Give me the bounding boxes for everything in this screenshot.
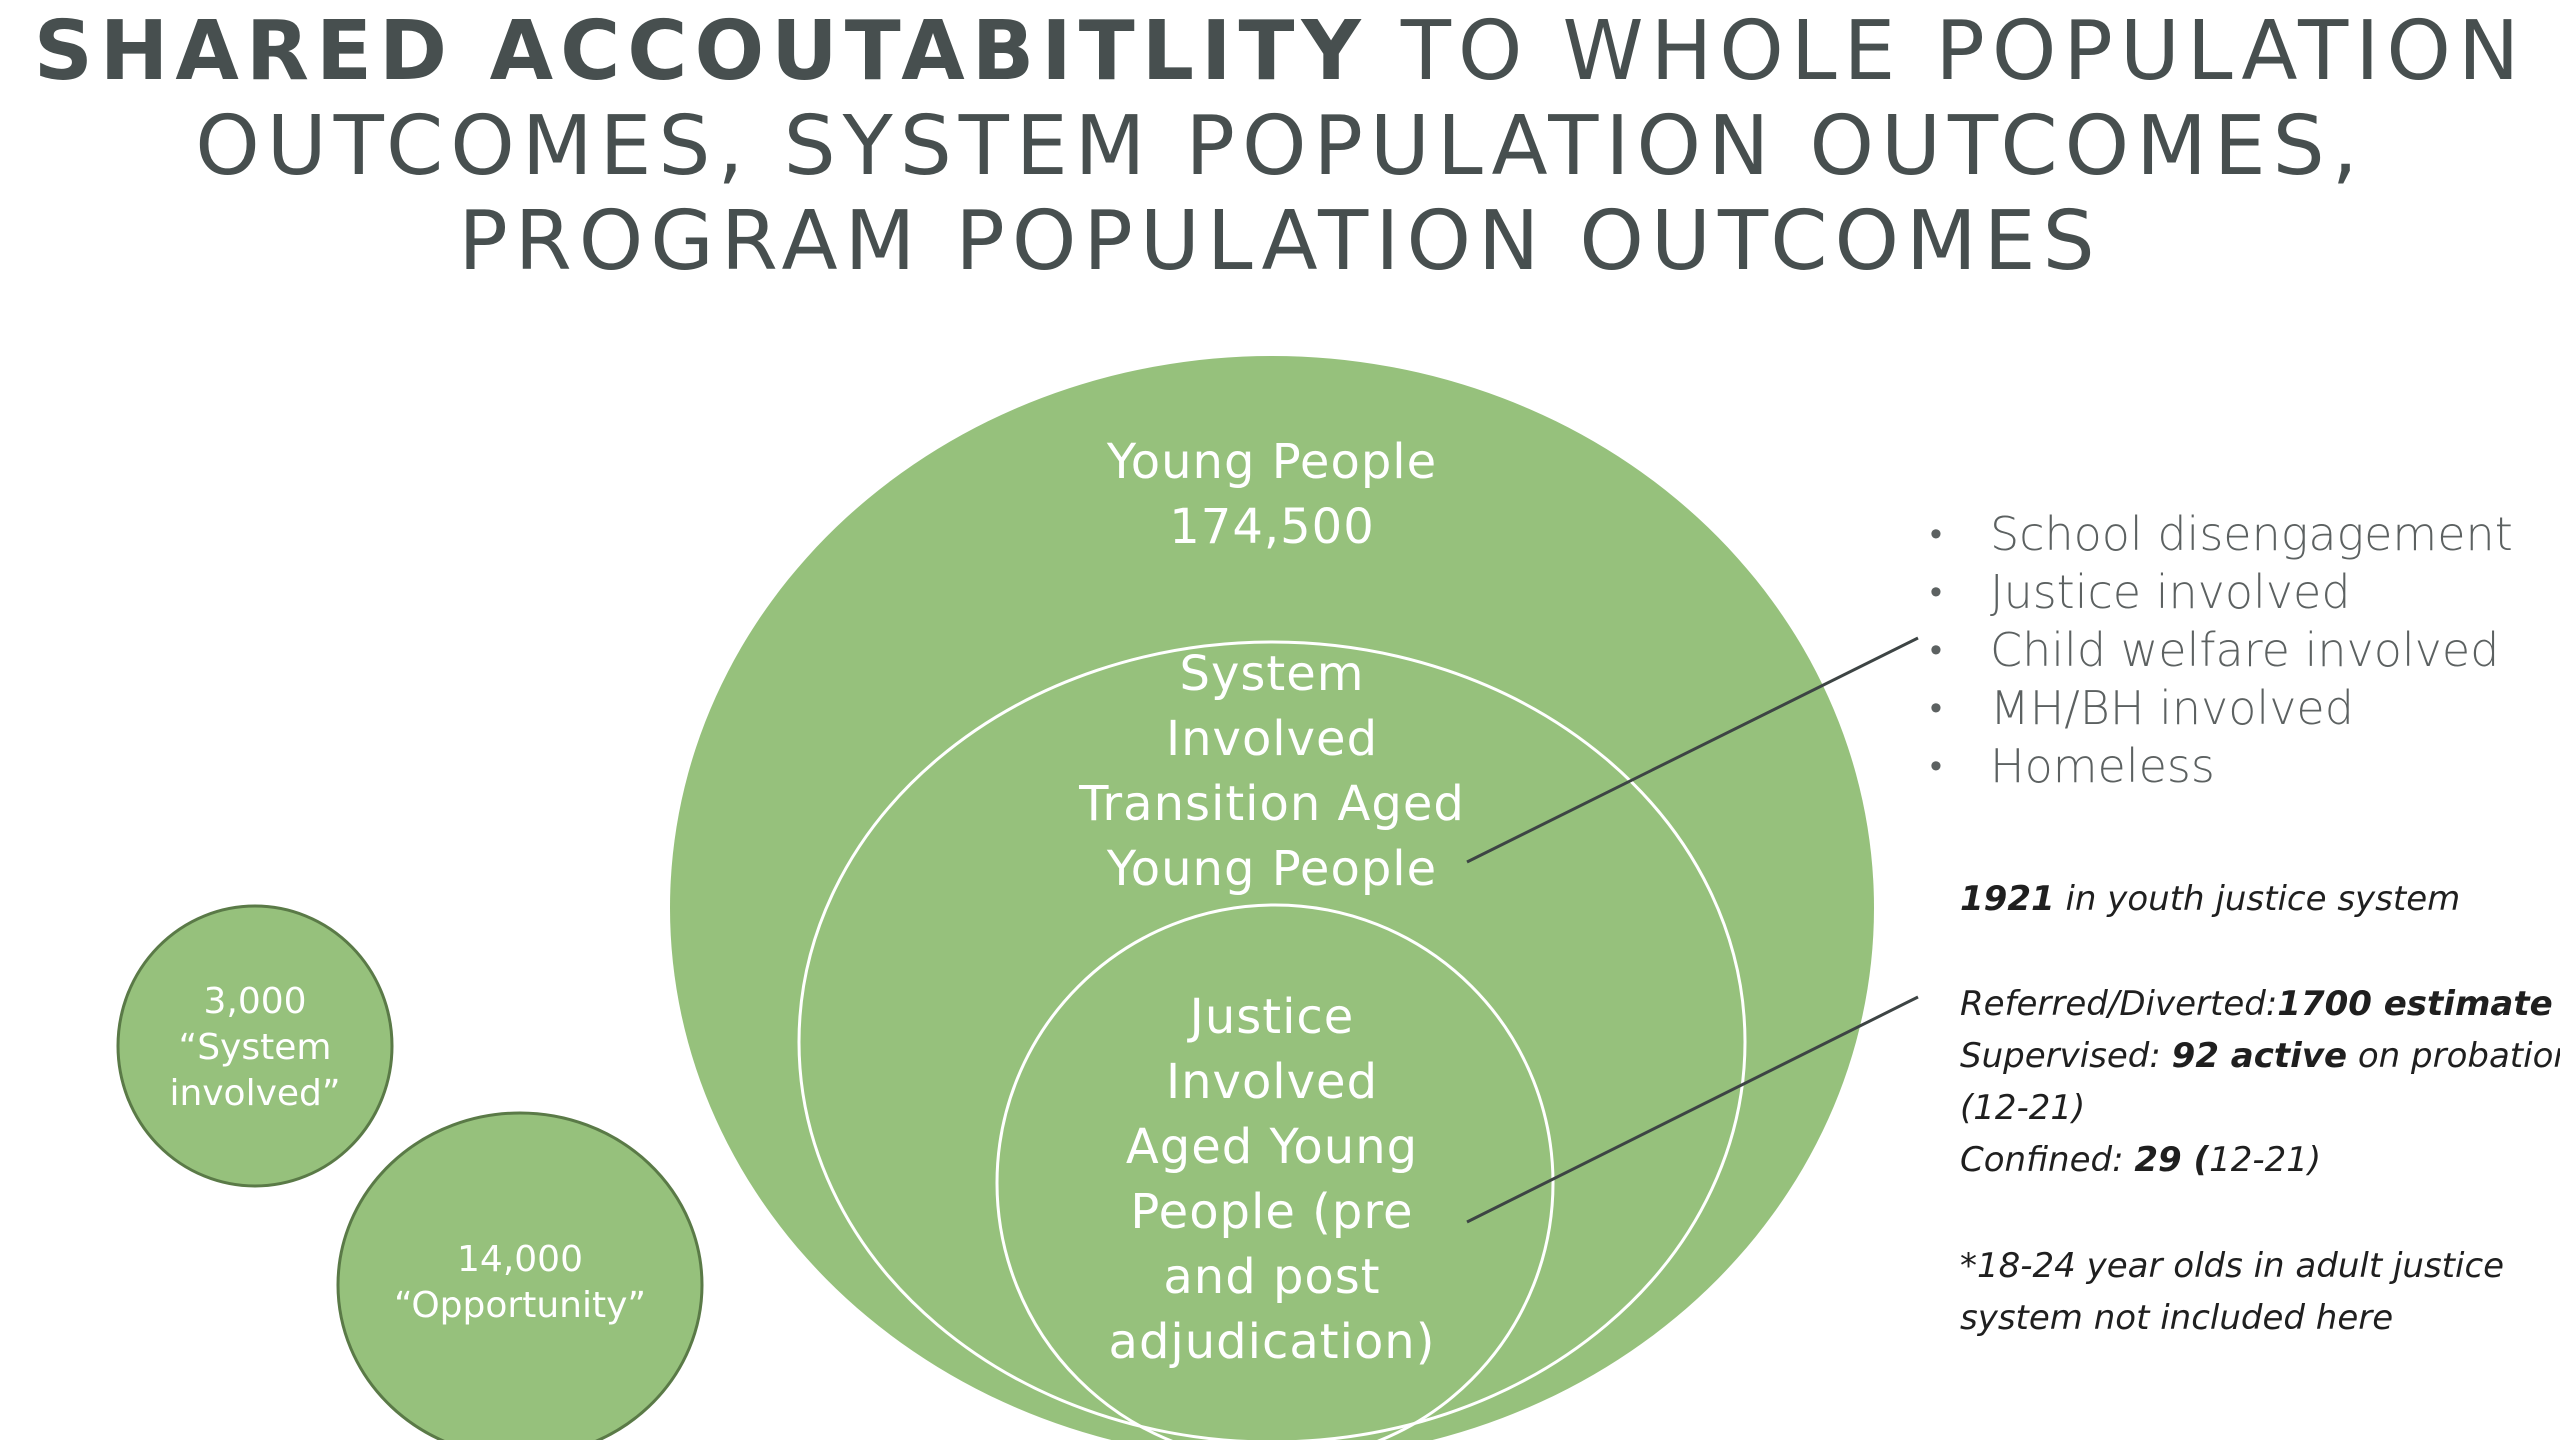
list-item: Child welfare involved [1930,621,2513,679]
middle-label-line4: Young People [1106,841,1437,897]
title-line2: OUTCOMES, SYSTEM POPULATION OUTCOMES, [195,99,2365,194]
confined-label: Confined: [1960,1140,2135,1180]
middle-circle-system-involved [797,640,1747,1440]
connector-line-upper [1466,636,1919,864]
system-involvement-list: School disengagement Justice involved Ch… [1930,505,2513,795]
title-line3: PROGRAM POPULATION OUTCOMES [458,194,2102,289]
list-item: Justice involved [1930,563,2513,621]
list-item: MH/BH involved [1930,679,2513,737]
supervised-rest: on probation [2347,1036,2560,1076]
middle-label-line2: Involved [1166,711,1378,767]
youth-justice-note: 1921 in youth justice system [1960,873,2460,925]
referred-value: 1700 estimate [2277,984,2553,1024]
supervised-label: Supervised: [1960,1036,2172,1076]
inner-label-line6: adjudication) [1109,1314,1436,1370]
supervised-period: (12-21) [1960,1088,2086,1128]
connector-line-lower [1466,995,1919,1224]
title-bold-part: SHARED ACCOUTABITLITY [33,4,1368,99]
inner-label-line4: People (pre [1130,1184,1413,1240]
inner-label-line1: Justice [1187,989,1355,1045]
outer-label-line1: Young People [1106,434,1437,490]
page-title: SHARED ACCOUTABITLITY TO WHOLE POPULATIO… [0,4,2560,289]
adult-note-line1: *18-24 year olds in adult justice [1960,1246,2505,1286]
middle-label-line1: System [1180,646,1365,702]
outer-label-value: 174,500 [1169,499,1375,555]
side-circle-opportunity [336,1111,704,1440]
youth-justice-text: in youth justice system [2054,879,2461,919]
supervised-value: 92 active [2171,1036,2348,1076]
referred-label: Referred/Diverted: [1960,984,2278,1024]
list-item: School disengagement [1930,505,2513,563]
inner-label-line2: Involved [1166,1054,1378,1110]
youth-justice-count: 1921 [1960,879,2055,919]
middle-label-line3: Transition Aged [1078,776,1465,832]
inner-circle-justice-involved [995,903,1555,1440]
list-item: Homeless [1930,737,2513,795]
inner-label-line5: and post [1163,1249,1380,1305]
side-system-value: 3,000 [203,981,306,1022]
title-line1-rest: TO WHOLE POPULATION [1367,4,2527,99]
side-circle-system-involved [116,904,394,1188]
side-system-label-line1: “System [179,1027,332,1068]
side-opportunity-value: 14,000 [457,1239,583,1280]
confined-value: 29 ( [2134,1140,2210,1180]
confined-period: 12-21) [2209,1140,2322,1180]
justice-stages-note: Referred/Diverted:1700 estimate Supervise… [1960,978,2560,1186]
adult-note-line2: system not included here [1960,1298,2394,1338]
side-system-label-line2: involved” [169,1073,340,1114]
side-opportunity-label: “Opportunity” [394,1285,646,1326]
inner-label-line3: Aged Young [1126,1119,1418,1175]
adult-justice-footnote: *18-24 year olds in adult justice system … [1960,1240,2504,1344]
